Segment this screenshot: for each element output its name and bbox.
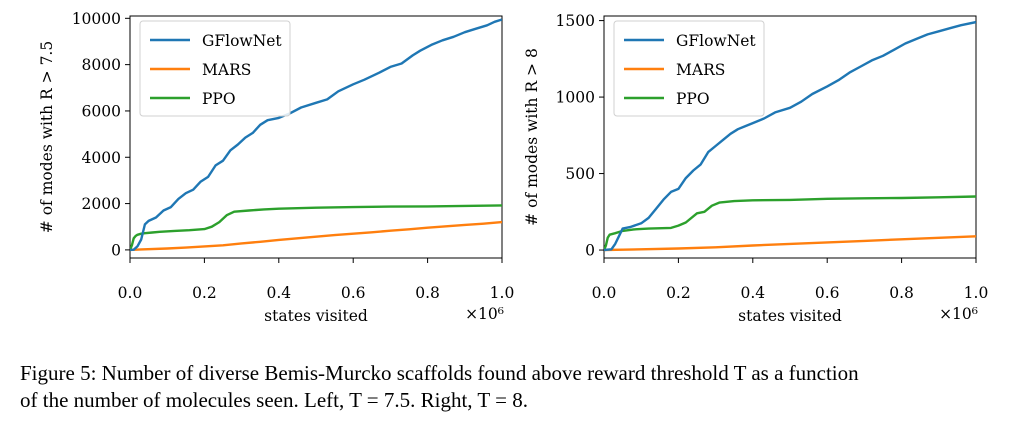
- legend-label-ppo: PPO: [202, 90, 236, 108]
- y-tick-label: 10000: [72, 10, 121, 28]
- plot-frame: [603, 15, 977, 259]
- y-tick-label: 6000: [82, 102, 121, 120]
- y-tick-label: 1500: [556, 12, 595, 30]
- y-tick-label: 8000: [82, 56, 121, 74]
- legend-box: [613, 20, 765, 117]
- y-tick-label: 2000: [82, 195, 121, 213]
- figure-caption: Figure 5: Number of diverse Bemis-Murcko…: [20, 360, 1010, 414]
- y-tick-label: 1000: [556, 89, 595, 107]
- y-tick-label: 4000: [82, 149, 121, 167]
- chart-right: 0.0 0.2 0.4 0.6 0.8 1.0 0 500 1000 1500 states vis…: [523, 12, 988, 325]
- series-line-gflownet: [604, 20, 976, 252]
- legend-box: [139, 20, 291, 117]
- series-line-gflownet: [130, 18, 502, 252]
- legend: GFlowNet MARS PPO: [139, 20, 291, 117]
- y-tick-label: 0: [585, 242, 595, 260]
- y-tick-label: 0: [111, 241, 121, 259]
- x-tick-label: 1.0: [490, 284, 515, 302]
- caption-line-1: Figure 5: Number of diverse Bemis-Murcko…: [20, 361, 859, 385]
- x-tick-label: 0.4: [740, 284, 765, 302]
- series-line-mars: [604, 235, 976, 252]
- series-line-mars: [130, 220, 502, 252]
- x-tick-label: 0.2: [192, 284, 217, 302]
- x-tick-label: 0.6: [341, 284, 366, 302]
- x-tick-label: 0.8: [889, 284, 914, 302]
- x-tick-label: 1.0: [964, 284, 989, 302]
- x-tick-label: 0.2: [666, 284, 691, 302]
- x-tick-label: 0.0: [118, 284, 143, 302]
- legend-label-gflownet: GFlowNet: [676, 32, 756, 50]
- legend-label-mars: MARS: [202, 61, 251, 79]
- legend: GFlowNet MARS PPO: [613, 20, 765, 117]
- y-axis-label: # of modes with R > 7.5: [38, 41, 56, 233]
- series-line-ppo: [604, 195, 976, 251]
- x-tick-label: 0.8: [415, 284, 440, 302]
- legend-label-gflownet: GFlowNet: [202, 32, 282, 50]
- chart-left: 0.0 0.2 0.4 0.6 0.8 1.0 0 2000 4000 6000 8000 10000…: [38, 10, 514, 325]
- x-tick-label: 0.0: [592, 284, 617, 302]
- y-axis-label: # of modes with R > 8: [523, 48, 541, 226]
- x-tick-label: 0.6: [815, 284, 840, 302]
- x-axis-label: states visited: [264, 307, 368, 325]
- plot-frame: [129, 15, 503, 259]
- series-line-ppo: [130, 204, 502, 251]
- legend-label-ppo: PPO: [676, 90, 710, 108]
- x-tick-label: 0.4: [266, 284, 291, 302]
- x-axis-label: states visited: [738, 307, 842, 325]
- y-tick-label: 500: [565, 165, 595, 183]
- caption-line-2: of the number of molecules seen. Left, T…: [20, 388, 528, 412]
- x-offset-label: ×10⁶: [939, 305, 978, 323]
- legend-label-mars: MARS: [676, 61, 725, 79]
- x-offset-label: ×10⁶: [465, 305, 504, 323]
